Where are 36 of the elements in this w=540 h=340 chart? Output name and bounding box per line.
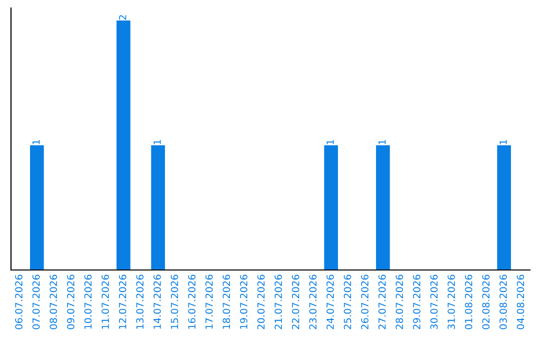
data-label: 1 <box>32 140 40 144</box>
x-tick-label: 11.07.2026 <box>102 274 109 329</box>
x-tick-label: 09.07.2026 <box>67 274 74 330</box>
x-tick-label: 26.07.2026 <box>361 274 368 330</box>
data-label: 1 <box>500 140 507 144</box>
x-tick-label: 02.08.2026 <box>482 274 490 330</box>
x-tick-label: 14.07.2026 <box>154 274 161 329</box>
x-tick-label: 06.07.2026 <box>15 274 22 330</box>
x-tick-label: 16.07.2026 <box>188 274 196 329</box>
x-tick-label: 03.08.2026 <box>500 274 507 330</box>
x-tick-label: 04.08.2026 <box>516 274 524 330</box>
x-tick-label: 25.07.2026 <box>344 274 352 330</box>
x-tick-label: 28.07.2026 <box>396 274 404 330</box>
x-tick-label: 13.07.2026 <box>136 274 144 329</box>
x-tick-label: 23.07.2026 <box>309 274 317 330</box>
x-tick-label: 15.07.2026 <box>170 274 178 329</box>
x-tick-label: 07.07.2026 <box>32 274 40 330</box>
x-tick-label: 22.07.2026 <box>292 274 300 330</box>
x-tick-label: 01.08.2026 <box>464 274 472 330</box>
x-tick-label: 10.07.2026 <box>84 274 92 329</box>
data-label: 1 <box>378 140 386 144</box>
x-tick-label: 08.07.2026 <box>50 274 58 330</box>
x-tick-label: 30.07.2026 <box>430 274 438 330</box>
x-tick-label: 21.07.2026 <box>274 274 282 330</box>
data-label: 1 <box>154 140 161 144</box>
x-tick-label: 27.07.2026 <box>378 274 386 330</box>
x-tick-label: 19.07.2026 <box>240 274 248 329</box>
x-tick-label: 24.07.2026 <box>326 274 334 330</box>
x-tick-label: 20.07.2026 <box>257 274 265 330</box>
x-tick-label: 31.07.2026 <box>448 274 455 330</box>
data-label: 1 <box>326 140 334 144</box>
x-tick-label: 17.07.2026 <box>205 274 213 329</box>
x-tick-label: 18.07.2026 <box>222 274 230 329</box>
x-tick-label: 29.07.2026 <box>413 274 420 330</box>
data-label: 2 <box>118 15 126 20</box>
x-tick-label: 12.07.2026 <box>118 274 126 329</box>
